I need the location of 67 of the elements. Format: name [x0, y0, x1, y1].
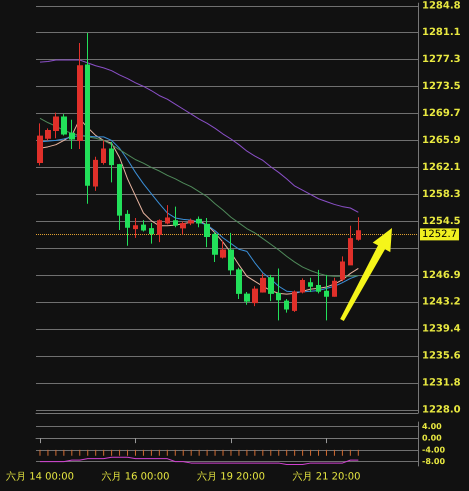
candlestick	[149, 222, 154, 244]
y-tick-label: 0.00	[422, 434, 442, 443]
y-tick-label: 1258.3	[422, 188, 461, 200]
candlestick	[316, 269, 321, 294]
x-tick-label: 六月 16 00:00	[102, 470, 170, 482]
candlestick	[53, 112, 59, 139]
y-tick-label: 1228.0	[422, 404, 461, 416]
y-tick-label: 1273.5	[422, 80, 461, 92]
candlestick	[165, 204, 170, 225]
candlestick	[348, 225, 353, 266]
candlestick	[101, 140, 106, 166]
x-tick-label: 六月 21 20:00	[292, 470, 360, 482]
candlestick	[85, 32, 90, 204]
candlestick	[141, 220, 146, 232]
candlestick	[244, 291, 250, 306]
candlestick	[212, 232, 218, 263]
candlestick	[37, 122, 43, 166]
candlestick	[45, 128, 51, 141]
line-series	[39, 456, 359, 466]
y-tick-label: 1246.9	[422, 270, 461, 282]
candlestick	[180, 221, 186, 235]
candlestick	[276, 268, 281, 321]
y-tick-label: 1265.9	[422, 134, 461, 146]
candlestick	[61, 114, 67, 136]
candlestick	[188, 218, 194, 226]
ref-line-label: 1252.7	[422, 228, 457, 240]
candlestick	[125, 210, 130, 246]
candlestick	[260, 272, 266, 294]
candlestick	[236, 267, 242, 300]
y-tick-label: 1284.8	[422, 0, 461, 12]
candlestick	[117, 163, 122, 231]
candlestick	[77, 42, 83, 150]
candlestick	[324, 274, 329, 321]
candlestick	[204, 217, 210, 248]
candlestick	[157, 218, 162, 243]
candlestick	[133, 217, 138, 238]
candlestick	[284, 298, 289, 314]
y-tick-label: 4.00	[422, 422, 442, 431]
y-tick-label: 1254.5	[422, 216, 461, 228]
y-tick-label: 1235.6	[422, 350, 461, 362]
candlestick	[220, 240, 226, 260]
line-series	[39, 60, 359, 213]
candlestick	[69, 119, 75, 150]
y-tick-label: 1277.3	[422, 54, 461, 65]
y-tick-label: 1262.1	[422, 162, 461, 173]
candlestick	[300, 278, 305, 294]
candlestick	[332, 277, 337, 298]
candlestick	[356, 216, 361, 242]
candlestick	[173, 206, 178, 228]
candlestick	[268, 274, 274, 302]
y-tick-label: 1269.7	[422, 108, 461, 119]
candlestick	[196, 216, 202, 228]
y-tick-label: 1231.8	[422, 377, 461, 388]
y-tick-label: -4.00	[422, 445, 446, 454]
x-tick-label: 六月 14 00:00	[6, 470, 74, 482]
x-tick-label: 六月 19 20:00	[197, 470, 265, 482]
candlestick	[252, 286, 258, 307]
y-tick-label: 1281.1	[422, 26, 461, 38]
candlestick	[308, 277, 313, 292]
candlestick	[292, 290, 297, 312]
candlestick	[93, 156, 98, 192]
y-tick-label: -8.00	[422, 457, 446, 466]
candlestick	[340, 256, 345, 282]
candlestick	[109, 141, 114, 183]
y-tick-label: 1243.2	[422, 296, 461, 308]
y-tick-label: 1239.4	[422, 323, 461, 334]
candlestick	[228, 232, 234, 276]
